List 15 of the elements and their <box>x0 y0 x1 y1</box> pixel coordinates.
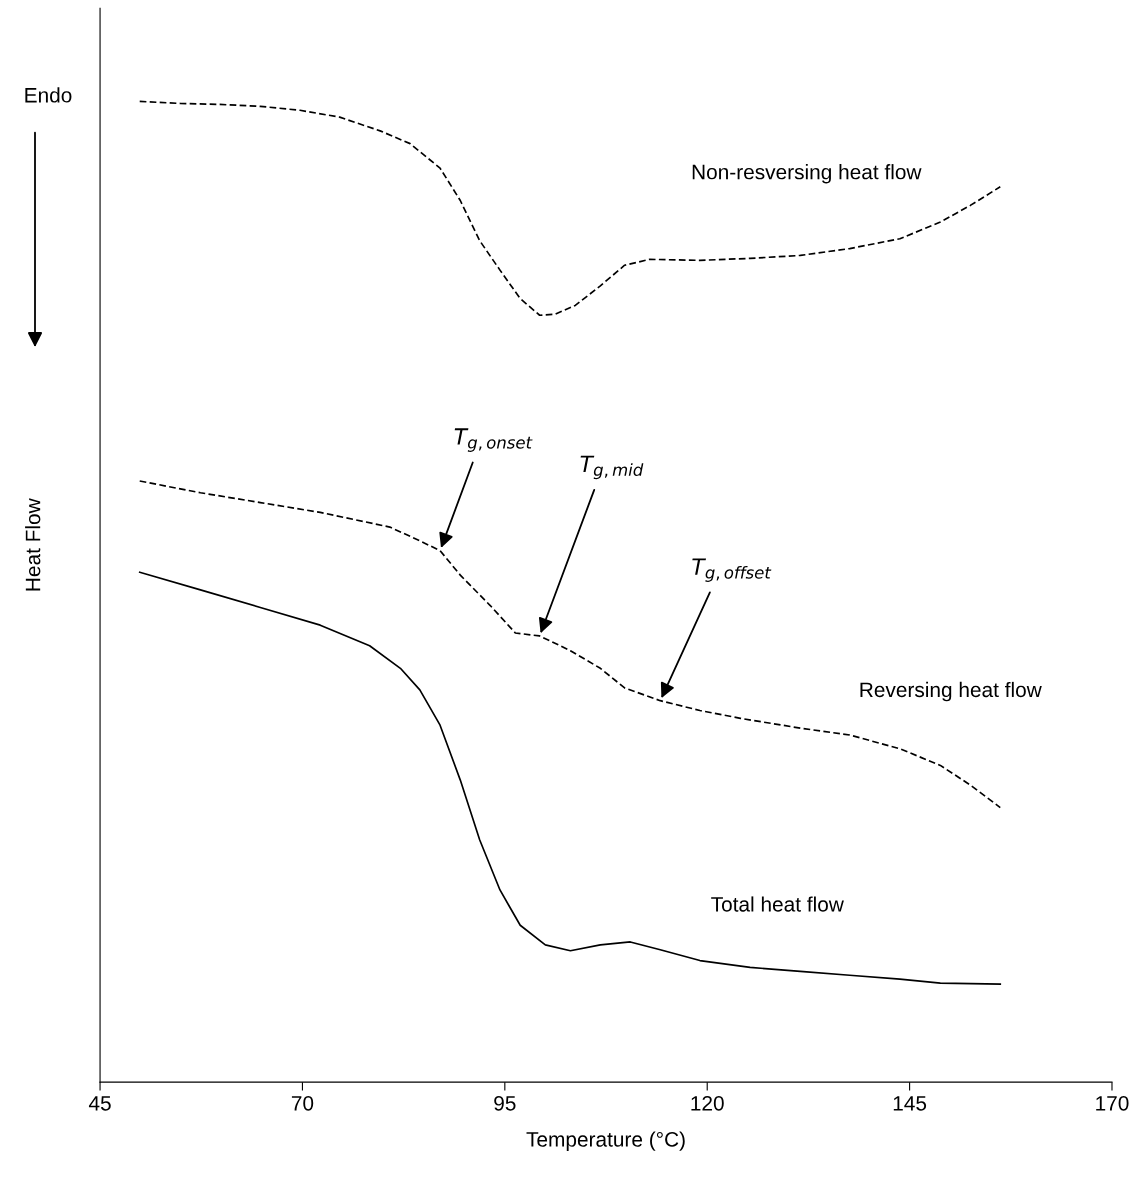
x-tick-label: 70 <box>291 1095 314 1111</box>
x-tick-label: 95 <box>494 1095 516 1111</box>
text: Total heat flow <box>711 896 844 912</box>
x-tick-label: 170 <box>1096 1095 1129 1111</box>
text: Endo <box>25 87 72 103</box>
x-tick-label: 145 <box>893 1096 927 1111</box>
y-axis-title: Heat Flow <box>25 498 41 591</box>
text: Non-resversing heat flow <box>692 164 922 184</box>
x-tick-label: 120 <box>691 1095 724 1111</box>
x-tick-label: 45 <box>88 1096 111 1111</box>
x-axis-title: Temperature (°C) <box>526 1131 685 1151</box>
annotation: T$_{g,offset}$ <box>692 558 772 582</box>
series-label: Reversing heat flow <box>860 681 1042 702</box>
annotation: T$_{g,onset}$ <box>454 428 533 452</box>
annotation: T$_{g,mid}$ <box>580 455 644 480</box>
